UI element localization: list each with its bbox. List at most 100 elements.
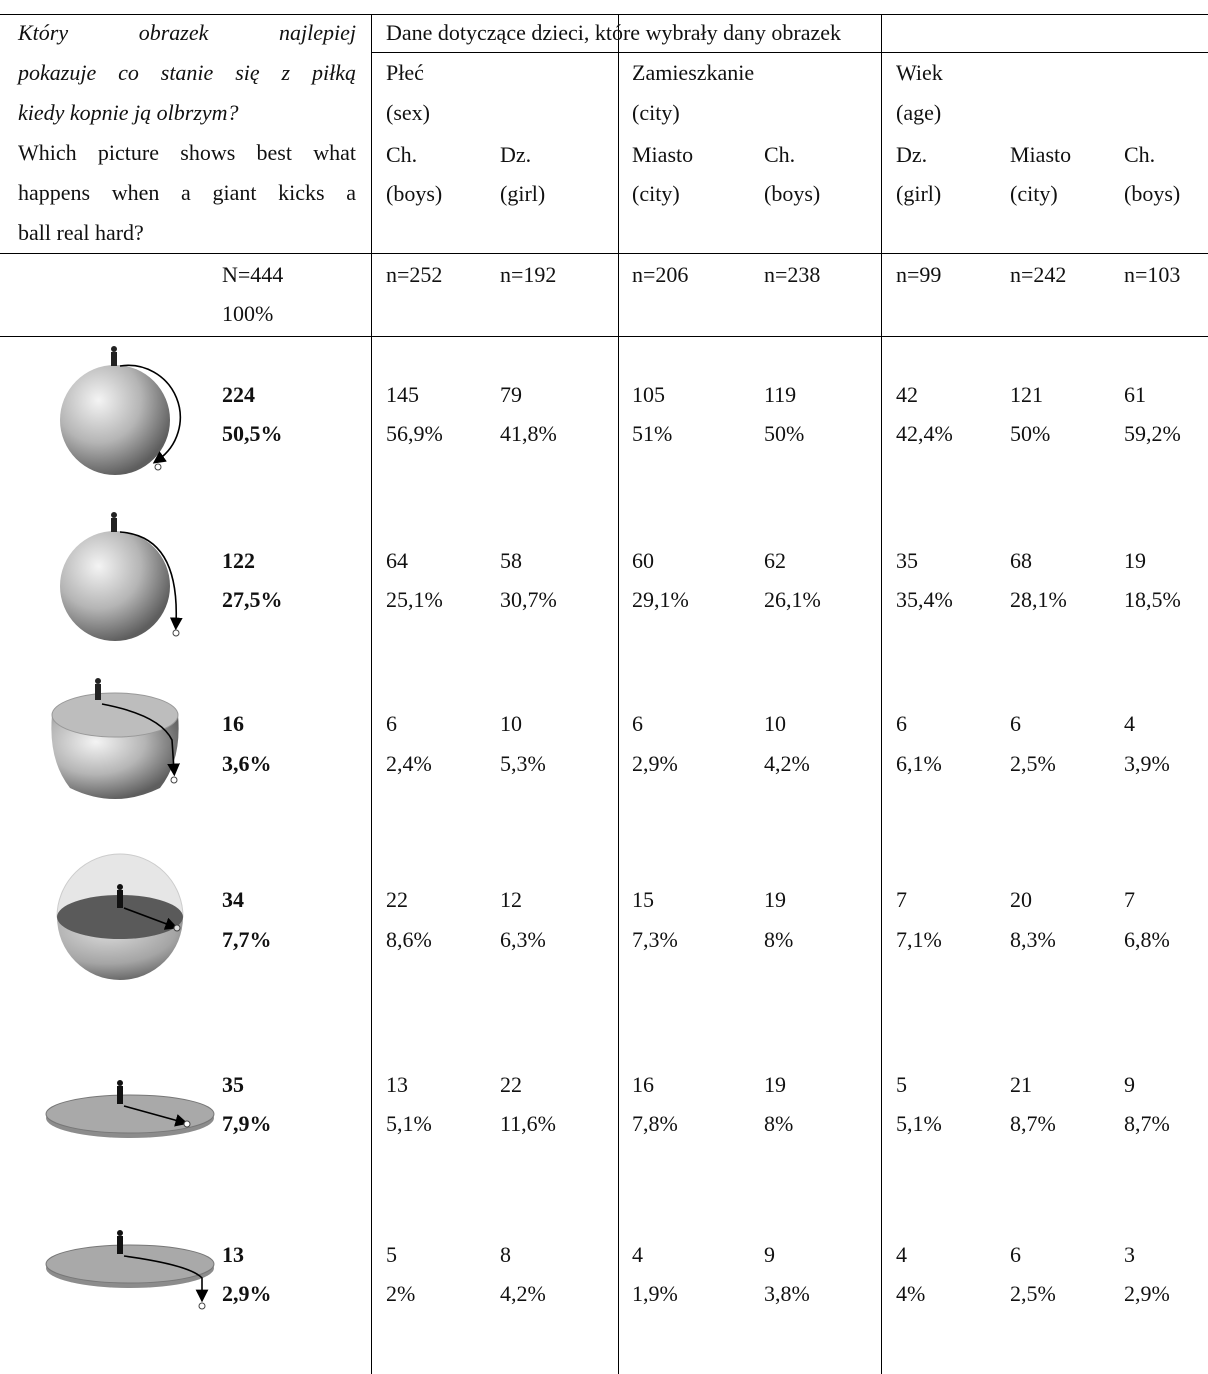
row-count: 8 xyxy=(500,1242,511,1267)
column-header: Dz. xyxy=(500,142,532,167)
flattened-sphere-ball-falling-icon xyxy=(51,678,180,799)
column-header-sub: (girl) xyxy=(500,181,546,206)
question-en-line: ball real hard? xyxy=(18,220,144,245)
row-count: 145 xyxy=(386,382,419,407)
row-pct: 2,4% xyxy=(386,751,432,776)
column-header-sub: (city) xyxy=(632,181,680,206)
totals-bottom-rule xyxy=(0,336,1208,337)
row-total: 224 xyxy=(222,382,255,407)
column-header: Miasto xyxy=(1010,142,1072,167)
total-percent: 100% xyxy=(222,301,274,326)
row-pct: 8,7% xyxy=(1010,1111,1056,1136)
column-header: Ch. xyxy=(1124,142,1156,167)
flat-disc-ball-falling-off-icon xyxy=(45,1230,215,1310)
row-pct: 6,8% xyxy=(1124,927,1170,952)
column-n: n=206 xyxy=(632,262,689,287)
row-count: 6 xyxy=(1010,1242,1021,1267)
row-count: 35 xyxy=(896,548,918,573)
row-count: 6 xyxy=(632,711,643,736)
row-count: 21 xyxy=(1010,1072,1032,1097)
row-count: 68 xyxy=(1010,548,1032,573)
question-en-line: happens when a giant kicks a xyxy=(18,180,356,205)
row-pct: 25,1% xyxy=(386,587,443,612)
column-header: Ch. xyxy=(764,142,796,167)
group-title-rule xyxy=(372,52,1208,53)
question-pl-line: Który obrazek najlepiej xyxy=(18,20,356,45)
row-pct: 50% xyxy=(1010,421,1051,446)
row-pct: 3,8% xyxy=(764,1281,810,1306)
row-pct: 5,1% xyxy=(386,1111,432,1136)
row-pct: 8,3% xyxy=(1010,927,1056,952)
row-pct: 51% xyxy=(632,421,673,446)
row-count: 19 xyxy=(764,1072,786,1097)
row-count: 4 xyxy=(1124,711,1135,736)
row-pct: 26,1% xyxy=(764,587,821,612)
category-label-city: Zamieszkanie xyxy=(632,60,755,85)
row-count: 9 xyxy=(1124,1072,1135,1097)
row-count: 121 xyxy=(1010,382,1043,407)
row-count: 105 xyxy=(632,382,665,407)
column-header-sub: (boys) xyxy=(1124,181,1181,206)
row-pct: 8% xyxy=(764,927,794,952)
row-pct: 41,8% xyxy=(500,421,557,446)
row-count: 7 xyxy=(1124,887,1135,912)
row-pct: 6,1% xyxy=(896,751,942,776)
question-en-line: Which picture shows best what xyxy=(18,140,356,165)
row-total-percent: 27,5% xyxy=(222,587,283,612)
row-count: 4 xyxy=(896,1242,907,1267)
row-count: 16 xyxy=(632,1072,654,1097)
divider-question xyxy=(371,14,372,1374)
row-pct: 1,9% xyxy=(632,1281,678,1306)
row-count: 10 xyxy=(500,711,522,736)
group-title: Dane dotyczące dzieci, które wybrały dan… xyxy=(386,20,842,45)
row-pct: 7,8% xyxy=(632,1111,678,1136)
row-count: 20 xyxy=(1010,887,1032,912)
row-count: 119 xyxy=(764,382,797,407)
question-cell: Który obrazek najlepiej pokazuje co stan… xyxy=(18,13,356,253)
row-count: 79 xyxy=(500,382,522,407)
divider-sex-city xyxy=(618,14,619,1374)
row-total: 34 xyxy=(222,887,244,912)
column-header: Dz. xyxy=(896,142,928,167)
row-pct: 2,5% xyxy=(1010,1281,1056,1306)
row-pct: 29,1% xyxy=(632,587,689,612)
row-pct: 8,6% xyxy=(386,927,432,952)
row-count: 5 xyxy=(386,1242,397,1267)
row-total-percent: 3,6% xyxy=(222,751,272,776)
row-count: 61 xyxy=(1124,382,1146,407)
row-pct: 4% xyxy=(896,1281,926,1306)
row-count: 6 xyxy=(1010,711,1021,736)
column-n: n=103 xyxy=(1124,262,1181,287)
row-count: 58 xyxy=(500,548,522,573)
row-pct: 2,9% xyxy=(632,751,678,776)
column-header-sub: (boys) xyxy=(386,181,443,206)
column-header-sub: (city) xyxy=(1010,181,1058,206)
column-n: n=242 xyxy=(1010,262,1067,287)
row-pct: 28,1% xyxy=(1010,587,1067,612)
row-count: 19 xyxy=(764,887,786,912)
row-pct: 8% xyxy=(764,1111,794,1136)
row-pct: 2% xyxy=(386,1281,416,1306)
row-pct: 3,9% xyxy=(1124,751,1170,776)
row-pct: 56,9% xyxy=(386,421,443,446)
row-pct: 2,5% xyxy=(1010,751,1056,776)
sphere-ball-falling-off-icon xyxy=(60,512,183,641)
column-header-sub: (boys) xyxy=(764,181,821,206)
sphere-ball-orbiting-around-icon xyxy=(60,346,182,475)
row-count: 60 xyxy=(632,548,654,573)
row-count: 9 xyxy=(764,1242,775,1267)
row-count: 4 xyxy=(632,1242,643,1267)
category-label-sex: Płeć xyxy=(386,60,424,85)
divider-city-age xyxy=(881,14,882,1374)
row-count: 15 xyxy=(632,887,654,912)
total-n: N=444 xyxy=(222,262,284,287)
row-count: 22 xyxy=(386,887,408,912)
row-count: 7 xyxy=(896,887,907,912)
row-total: 16 xyxy=(222,711,244,736)
category-sub-city: (city) xyxy=(632,100,680,125)
hemisphere-flat-top-icon xyxy=(56,853,184,980)
category-label-age: Wiek xyxy=(896,60,943,85)
row-pct: 18,5% xyxy=(1124,587,1181,612)
row-pct: 6,3% xyxy=(500,927,546,952)
row-total-percent: 2,9% xyxy=(222,1281,272,1306)
